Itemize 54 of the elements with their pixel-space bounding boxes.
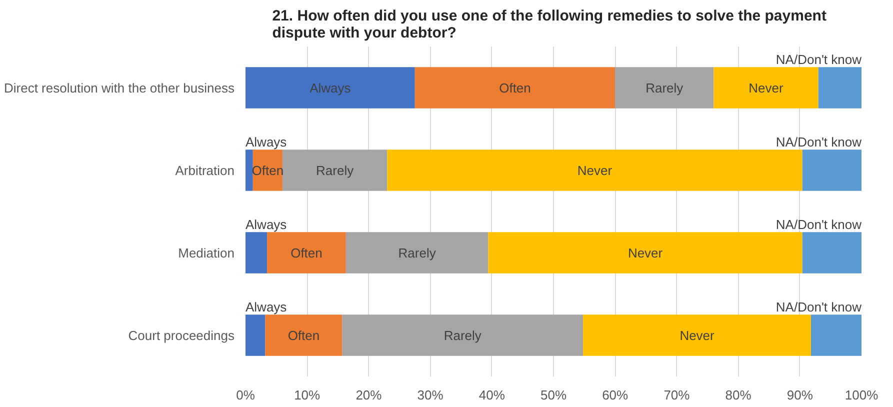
y-tick-label: Arbitration [175,162,234,178]
series-label: NA/Don't know [776,52,862,68]
series-label: Rarely [646,80,684,96]
bar [802,150,862,191]
series-label: Never [748,80,784,96]
bar [802,232,862,274]
x-tick-label: 0% [236,388,256,402]
bar [714,67,818,108]
bar [583,314,811,356]
bar [246,232,268,274]
x-tick-label: 10% [294,388,321,402]
text: NA/Don't know [776,300,862,315]
text: Never [628,245,663,260]
x-tick-label: 40% [478,388,506,402]
text: Rarely [444,328,482,343]
y-tick-label: Court proceedings [128,328,235,343]
text: Rarely [316,162,354,178]
bar [246,150,253,191]
x-tick-label: 80% [725,388,752,402]
bar [246,314,266,356]
x-tick-label: 30% [417,388,444,402]
text: Always [310,80,351,96]
bar [488,232,802,274]
text: Never [680,328,714,343]
bar [615,67,714,108]
x-tick-label: 60% [602,388,629,402]
bar [387,150,802,191]
text: Often [290,245,322,260]
bar [282,150,388,191]
text: Always [246,300,287,315]
x-tick-label: 50% [540,388,567,402]
chart-title: 21. How often did you use one of the following remedies to solve the payment dispute with your debtor? [272,8,826,42]
bar [810,314,862,356]
y-tick-label: Mediation [178,245,235,260]
bar [267,232,346,274]
x-tick-label: 90% [786,388,814,402]
text: Always [246,217,287,232]
bar [414,67,616,108]
text: NA/Don't know [776,217,862,232]
text: Never [577,162,612,178]
text: Often [288,328,320,343]
x-tick-label: 70% [664,388,690,402]
x-tick-label: 20% [356,388,382,402]
y-tick-label: Direct resolution with the other business [4,80,235,96]
text: Often [499,80,531,96]
text: Rarely [398,245,436,260]
bar [342,314,584,356]
series-label: Always [246,134,288,150]
x-tick-label: 100% [844,388,879,402]
bar [346,232,488,274]
bar [265,314,342,356]
bar [246,67,415,108]
text: NA/Don't know [776,134,862,150]
bar [818,67,862,108]
